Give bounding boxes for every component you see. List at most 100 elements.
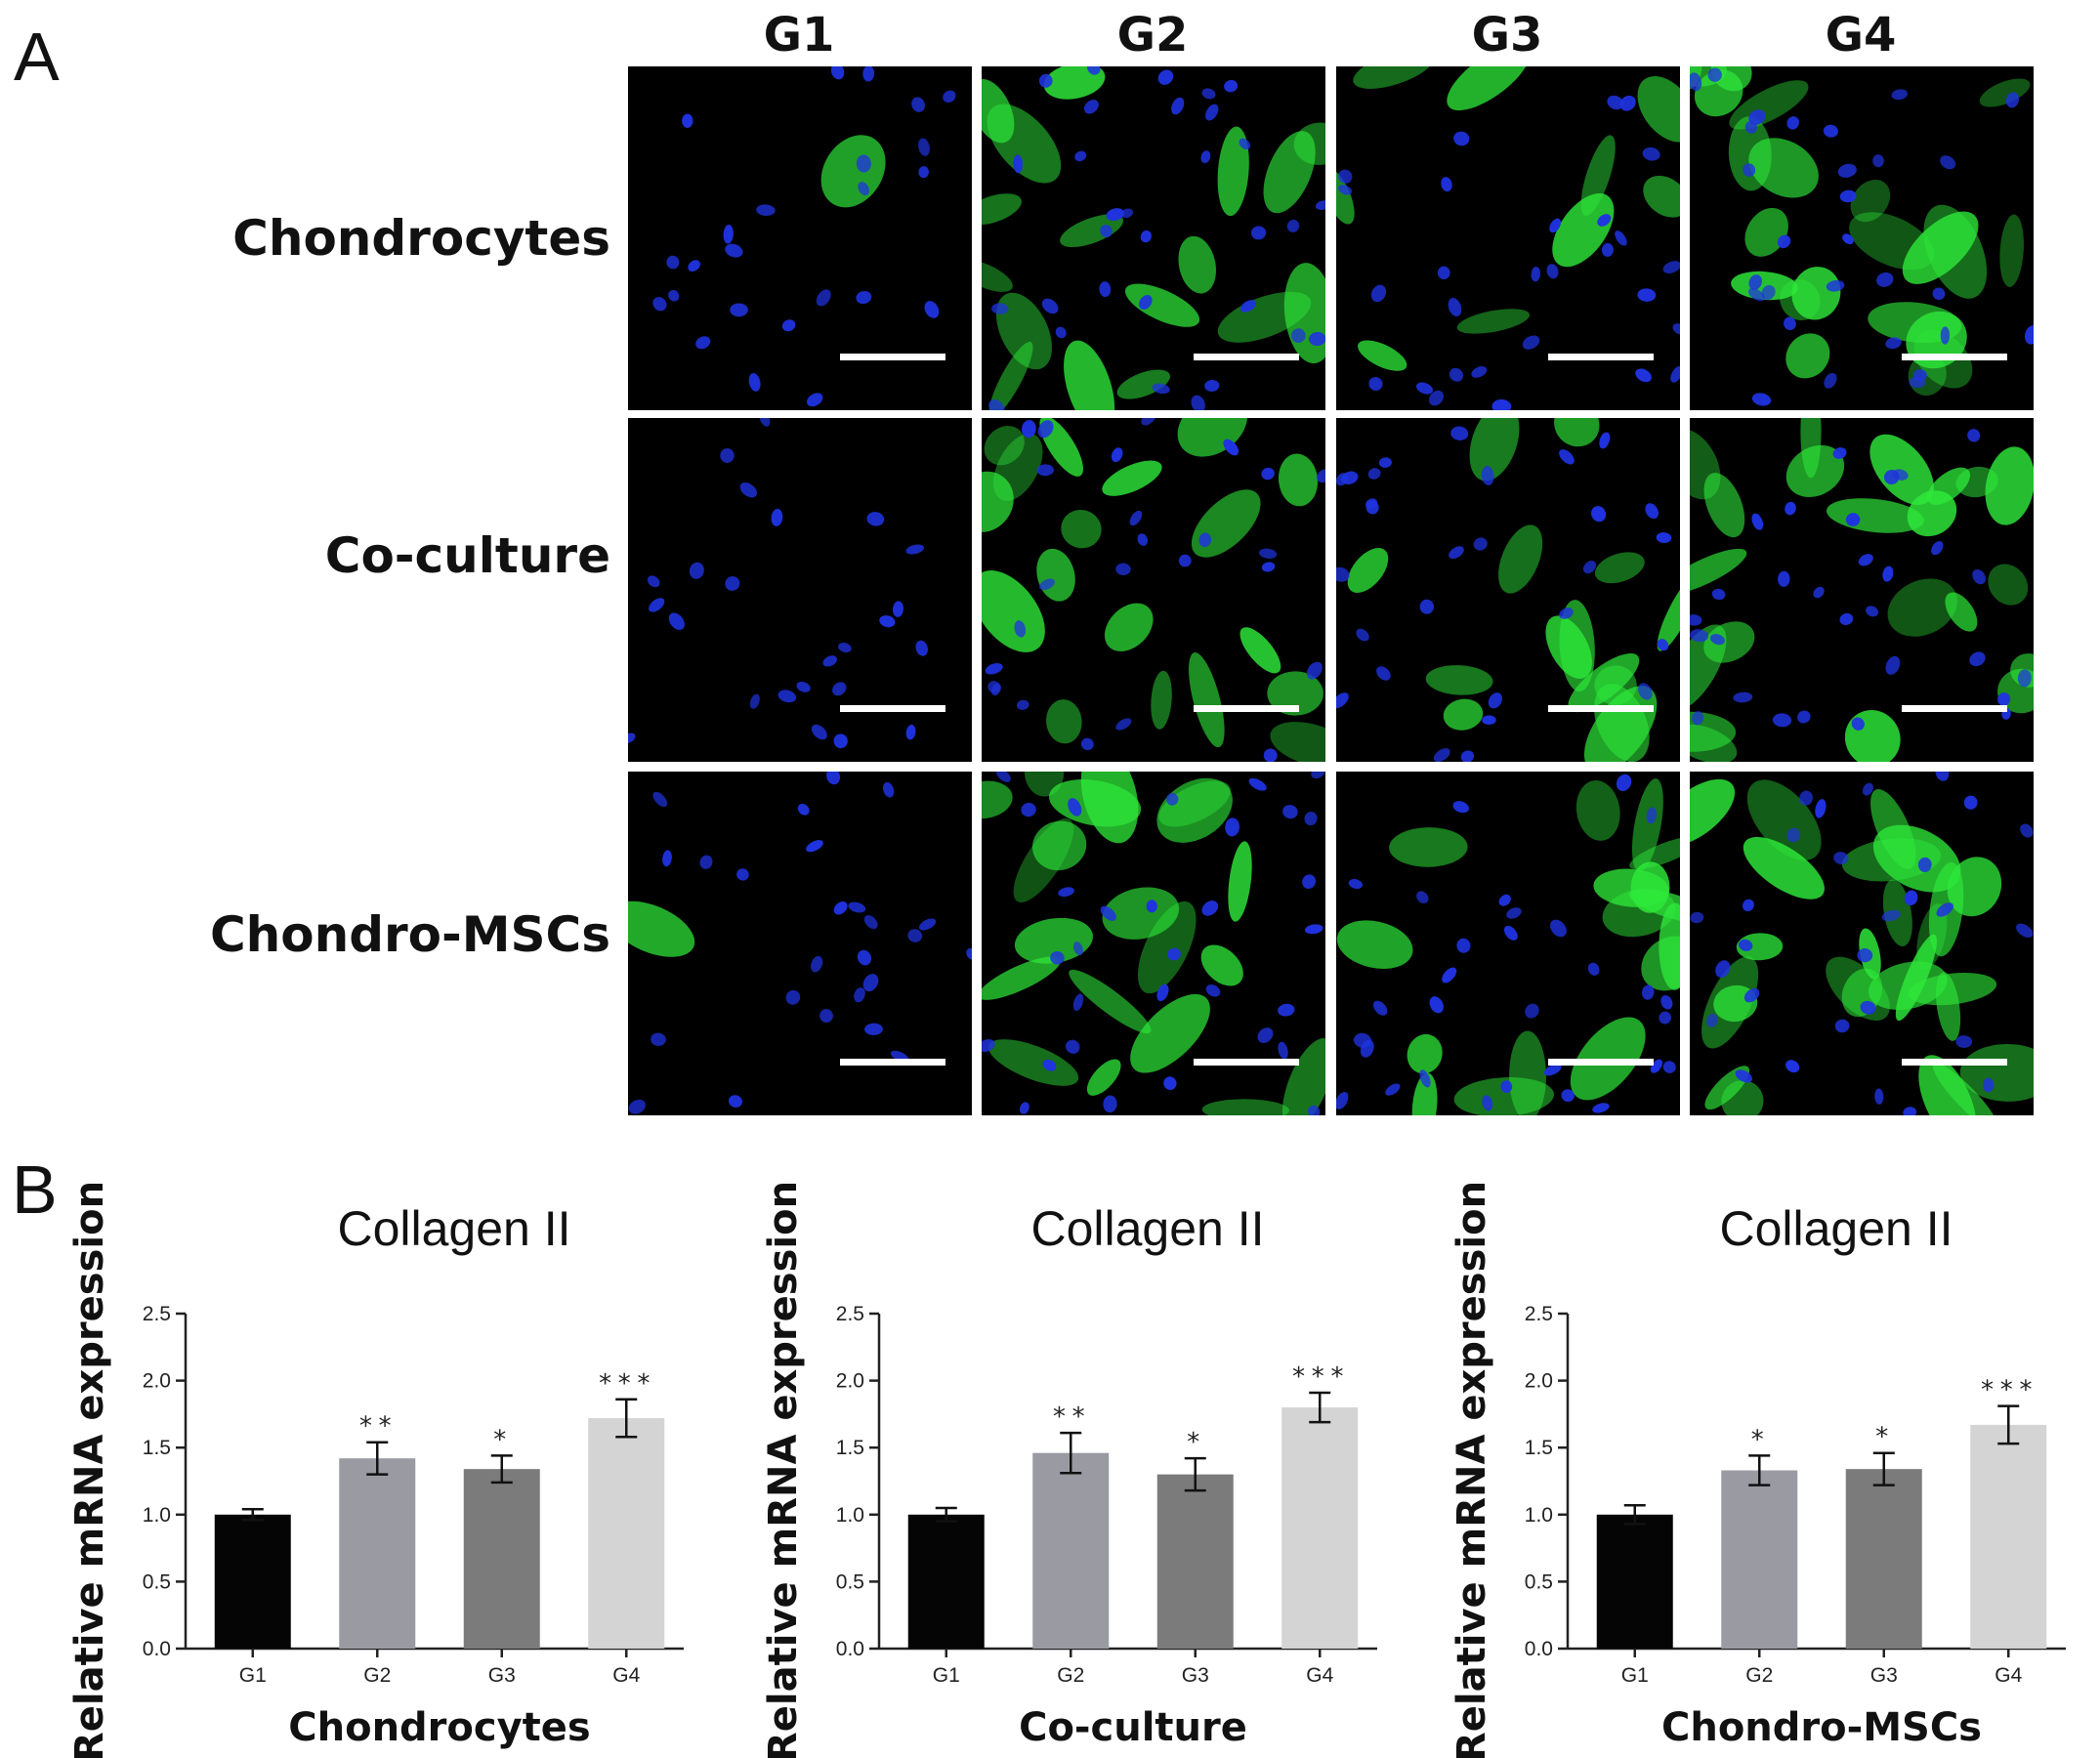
nucleus-mark (1200, 150, 1211, 164)
nucleus-mark (1163, 1076, 1177, 1090)
nucleus-mark (990, 683, 1001, 696)
collagen-stain-blob (982, 780, 1013, 819)
nucleus-mark (1874, 1088, 1884, 1105)
nucleus-mark (1917, 857, 1932, 872)
collagen-stain-blob (1282, 1038, 1325, 1115)
nucleus-mark (1120, 208, 1134, 219)
y-tick-label: 1.5 (1525, 1437, 1553, 1459)
collagen-stain-blob (1469, 418, 1520, 481)
nucleus-mark (1662, 261, 1680, 273)
nucleus-mark (811, 724, 827, 740)
x-tick-label: G4 (1995, 1664, 2022, 1687)
collagen-stain-blob (1641, 936, 1680, 991)
collagen-stain-blob (1570, 1017, 1646, 1101)
nucleus-mark (1738, 939, 1753, 951)
scale-bar (1548, 354, 1654, 360)
collagen-stain-blob (1999, 214, 2024, 287)
nucleus-mark (1876, 272, 1894, 287)
nucleus-mark (1969, 651, 1986, 667)
nucleus-mark (1813, 586, 1825, 599)
nucleus-mark (1072, 942, 1083, 956)
nucleus-mark (781, 319, 796, 332)
nucleus-mark (1842, 233, 1854, 245)
nucleus-mark (806, 840, 823, 853)
nucleus-mark (688, 260, 700, 272)
nucleus-mark (1437, 266, 1450, 280)
nucleus-mark (1592, 1103, 1610, 1113)
bar-g3 (463, 1469, 540, 1649)
collagen-stain-blob (1657, 574, 1680, 651)
collagen-stain-blob (1785, 444, 1845, 498)
collagen-stain-blob (1104, 603, 1154, 651)
collagen-stain-blob (1849, 212, 1935, 271)
micrograph-chondro-mscs-g4 (1690, 772, 2034, 1115)
micrograph-co-culture-g3 (1336, 418, 1680, 762)
nucleus-mark (1021, 802, 1036, 817)
nucleus-mark (857, 949, 872, 966)
nucleus-mark (816, 289, 831, 307)
nucleus-mark (1672, 323, 1680, 335)
nucleus-mark (1591, 506, 1607, 523)
nucleus-mark (985, 663, 1003, 675)
nucleus-mark (1338, 169, 1353, 184)
micrograph-co-culture-g2 (982, 418, 1325, 762)
nucleus-mark (905, 725, 916, 740)
x-tick-label: G1 (1621, 1664, 1649, 1687)
nucleus-mark (1525, 1003, 1539, 1019)
nucleus-mark (728, 1095, 743, 1108)
collagen-stain-blob (1456, 309, 1531, 334)
collagen-stain-blob (1201, 1099, 1289, 1115)
nucleus-mark (1415, 382, 1434, 395)
nucleus-mark (725, 576, 740, 591)
nucleus-mark (1670, 365, 1680, 383)
collagen-stain-blob (1116, 369, 1170, 399)
nucleus-mark (689, 562, 704, 579)
significance-label: * (492, 1425, 512, 1454)
nucleus-mark (1456, 938, 1471, 953)
y-axis-label: Relative mRNA expression (761, 1181, 806, 1758)
significance-label: * (1186, 1428, 1205, 1457)
collagen-stain-blob (1690, 778, 1736, 847)
x-axis-label: Chondrocytes (288, 1705, 590, 1750)
y-axis-label: Relative mRNA expression (1449, 1181, 1494, 1758)
collagen-stain-blob (1887, 578, 1957, 637)
nucleus-mark (1932, 287, 1946, 301)
collagen-stain-blob (1545, 615, 1592, 679)
nucleus-mark (864, 1023, 883, 1035)
nucleus-mark (1166, 792, 1179, 806)
y-tick-label: 0.0 (1525, 1638, 1553, 1660)
y-tick-label: 1.0 (1525, 1504, 1553, 1527)
nucleus-mark (866, 512, 885, 526)
collagen-stain-blob (1189, 651, 1225, 748)
nucleus-mark (862, 66, 875, 82)
nucleus-mark (2024, 325, 2034, 345)
nucleus-mark (1065, 1039, 1080, 1054)
nucleus-mark (1785, 1060, 1800, 1073)
nucleus-mark (819, 1009, 833, 1024)
nucleus-mark (1201, 900, 1219, 916)
nucleus-mark (1904, 890, 1918, 906)
collagen-stain-blob (988, 1039, 1079, 1086)
nucleus-mark (1955, 1035, 1973, 1048)
nucleus-mark (1549, 218, 1562, 233)
nucleus-mark (833, 733, 848, 749)
nucleus-mark (1619, 95, 1636, 111)
collagen-stain-blob (1701, 956, 1759, 1049)
collagen-stain-blob (1443, 698, 1484, 731)
nucleus-mark (1546, 264, 1559, 279)
nucleus-mark (1259, 548, 1278, 559)
nucleus-mark (1799, 790, 1813, 806)
micrograph-chondro-mscs-g3 (1336, 772, 1680, 1115)
nucleus-mark (668, 289, 680, 302)
x-tick-label: G1 (239, 1664, 267, 1687)
nucleus-mark (1373, 1000, 1388, 1016)
y-tick-label: 1.0 (143, 1504, 171, 1527)
nucleus-mark (1903, 1107, 1917, 1115)
collagen-stain-blob (1791, 267, 1841, 320)
nucleus-mark (1041, 298, 1059, 314)
significance-label: *** (1291, 1362, 1349, 1392)
nucleus-mark (832, 682, 847, 696)
nucleus-mark (1885, 655, 1901, 675)
y-tick-label: 2.5 (143, 1303, 171, 1325)
collagen-stain-blob (1690, 548, 1747, 596)
